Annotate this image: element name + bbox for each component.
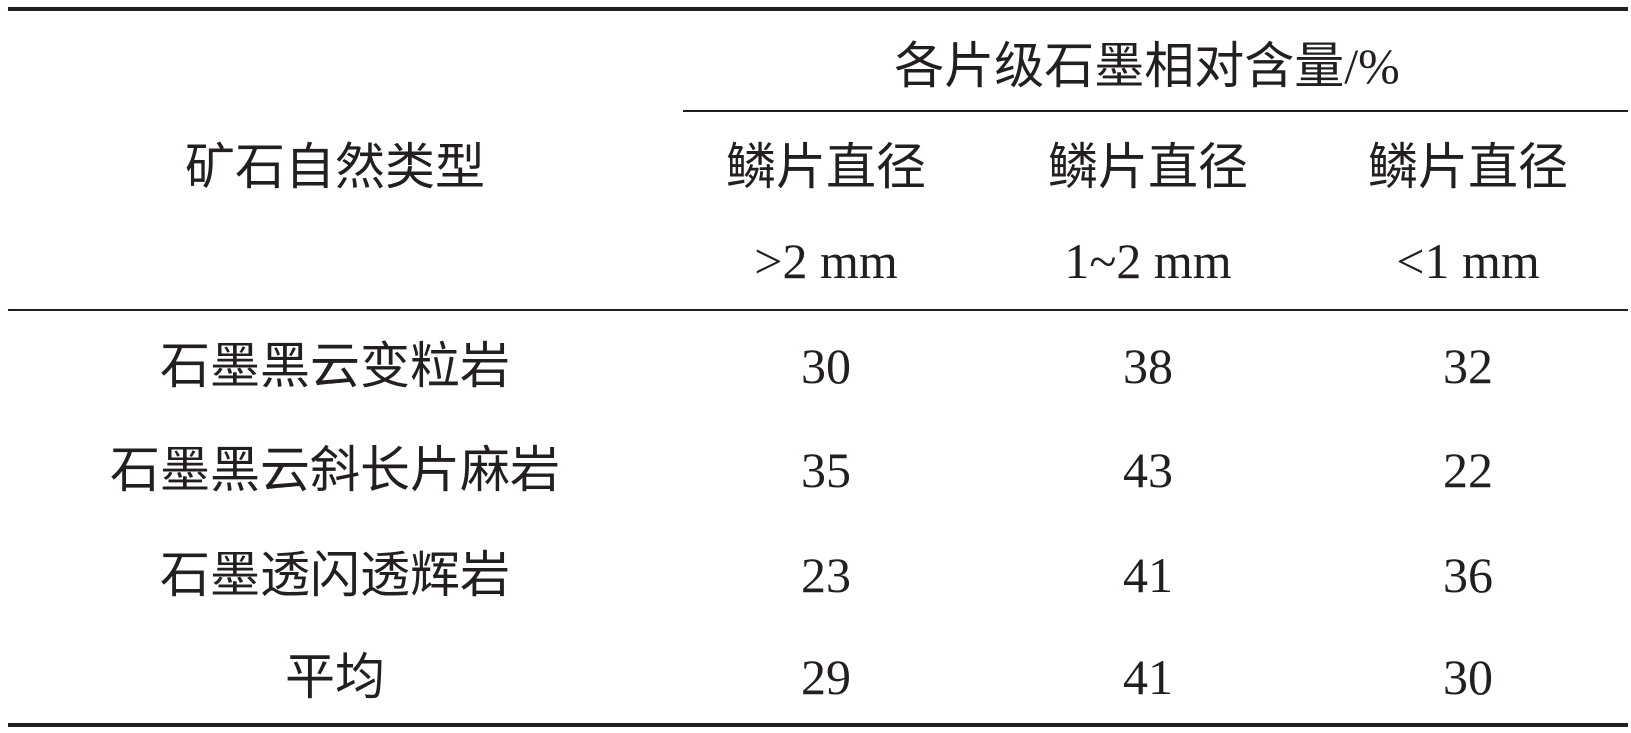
column-header-2-label: 鳞片直径 xyxy=(1048,139,1248,195)
table-cell: 41 xyxy=(1123,649,1173,705)
row-header: 矿石自然类型 xyxy=(185,139,485,195)
table-cell: 36 xyxy=(1443,547,1493,603)
column-header-3-label: 鳞片直径 xyxy=(1368,139,1568,195)
table-cell: 43 xyxy=(1123,442,1173,498)
group-rule xyxy=(683,110,1628,112)
column-header-1-range: >2 mm xyxy=(754,233,898,289)
row-name: 石墨透闪透辉岩 xyxy=(160,547,510,603)
column-header-1-label: 鳞片直径 xyxy=(726,139,926,195)
top-rule xyxy=(8,7,1628,11)
header-rule xyxy=(8,309,1628,311)
column-header-2-range: 1~2 mm xyxy=(1064,233,1232,289)
table-cell: 38 xyxy=(1123,338,1173,394)
row-name: 石墨黑云斜长片麻岩 xyxy=(110,442,560,498)
table-cell: 22 xyxy=(1443,442,1493,498)
group-header: 各片级石墨相对含量/% xyxy=(894,38,1400,94)
row-name: 石墨黑云变粒岩 xyxy=(160,338,510,394)
table-cell: 30 xyxy=(801,338,851,394)
bottom-rule xyxy=(8,723,1628,727)
table-cell: 23 xyxy=(801,547,851,603)
table-cell: 30 xyxy=(1443,649,1493,705)
row-name: 平均 xyxy=(285,649,385,705)
table-cell: 32 xyxy=(1443,338,1493,394)
table-cell: 35 xyxy=(801,442,851,498)
column-header-3-range: <1 mm xyxy=(1396,233,1540,289)
table-cell: 29 xyxy=(801,649,851,705)
table-cell: 41 xyxy=(1123,547,1173,603)
